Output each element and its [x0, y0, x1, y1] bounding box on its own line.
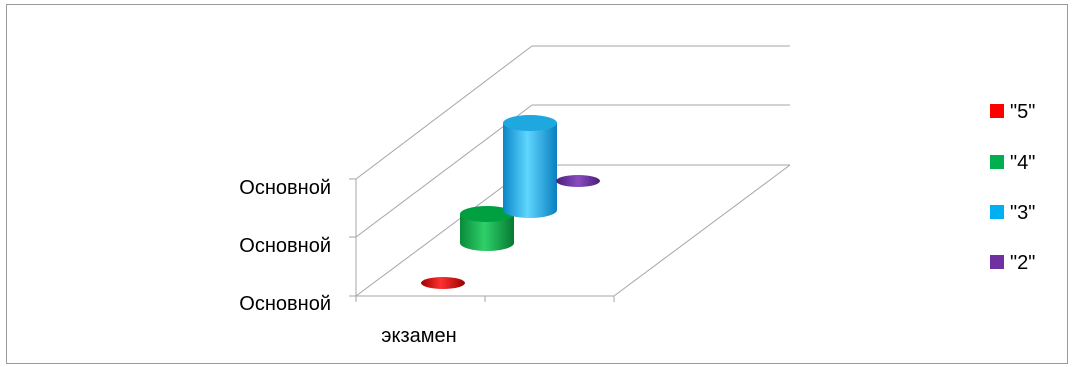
y-tick-label: Основной: [239, 235, 331, 257]
bar-3: [503, 115, 557, 218]
legend-item: "2": [990, 252, 1035, 274]
bar-top: [460, 206, 514, 222]
legend-item: "4": [990, 152, 1035, 174]
legend-label: "4": [1010, 152, 1035, 174]
bar-4: [556, 175, 600, 187]
y-axis-labels: Основной Основной Основной: [239, 177, 331, 315]
bar-top: [556, 175, 600, 187]
legend-label: "3": [1010, 202, 1035, 224]
bar-top: [503, 115, 557, 131]
floor-edge: [355, 164, 533, 297]
x-category-label: экзамен: [381, 325, 456, 347]
bar-body: [460, 214, 514, 251]
legend-item: "5": [990, 101, 1035, 123]
plot-area: [349, 45, 791, 302]
side-gridline: [355, 45, 533, 180]
floor-edge: [613, 164, 791, 297]
legend-item: "3": [990, 202, 1035, 224]
legend-label: "2": [1010, 252, 1035, 274]
bar-2: [460, 206, 514, 251]
y-tick-label: Основной: [239, 177, 331, 199]
legend-swatch: [990, 255, 1004, 269]
y-tick-label: Основной: [239, 293, 331, 315]
bars-group: [421, 115, 600, 289]
side-gridline: [355, 104, 533, 238]
bar-top: [421, 277, 465, 289]
legend-label: "5": [1010, 101, 1035, 123]
legend-swatch: [990, 104, 1004, 118]
legend-swatch: [990, 205, 1004, 219]
legend: "5" "4" "3" "2": [990, 101, 1035, 274]
bar-1: [421, 277, 465, 289]
legend-swatch: [990, 155, 1004, 169]
bar-body: [503, 123, 557, 218]
